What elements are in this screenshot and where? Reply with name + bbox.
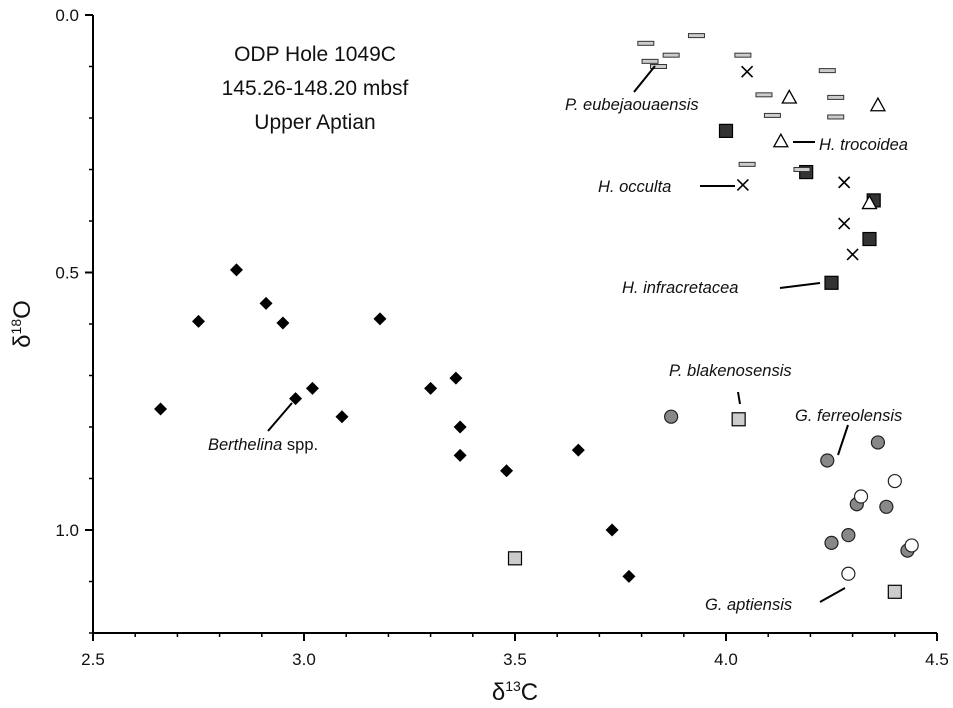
data-point-dash xyxy=(734,52,752,58)
chart-title-line-3: Upper Aptian xyxy=(254,111,375,134)
data-point-circle xyxy=(841,566,856,581)
data-point-circle xyxy=(879,499,894,514)
data-point-x xyxy=(838,217,851,230)
data-point-dash xyxy=(649,64,667,69)
data-point-triangle xyxy=(869,96,887,112)
data-point-dash xyxy=(738,161,756,167)
leader-p-blakenosensis xyxy=(737,391,741,405)
data-point-circle xyxy=(870,435,886,450)
data-point-dash xyxy=(827,114,845,120)
data-point-triangle xyxy=(781,89,798,104)
data-point-diamond xyxy=(373,312,387,326)
data-point-dash xyxy=(755,92,773,98)
annotation-g-aptiensis: G. aptiensis xyxy=(705,596,792,614)
data-point-triangle xyxy=(861,194,878,210)
leader-h-infracretacea xyxy=(779,282,821,289)
data-point-triangle xyxy=(772,132,789,148)
data-point-dash xyxy=(641,58,659,64)
annotation-berthelina-genus: Berthelina xyxy=(208,436,282,454)
data-point-dash xyxy=(662,52,680,58)
data-point-diamond xyxy=(605,523,619,537)
leader-lines xyxy=(267,65,849,603)
y-tick-label: 1.0 xyxy=(55,521,79,540)
x-axis-title: δ13C xyxy=(492,678,538,706)
data-point-square xyxy=(887,584,902,599)
data-point-circle xyxy=(853,489,869,504)
data-point-circle xyxy=(820,453,835,468)
data-point-square xyxy=(718,123,734,138)
leader-berthelina xyxy=(267,402,293,432)
axes: 2.5 3.0 3.5 4.0 4.5 0.0 0.5 1.0 δ13C δ18O xyxy=(8,6,949,706)
y-axis-title: δ18O xyxy=(8,300,36,348)
annotation-h-occulta: H. occulta xyxy=(598,178,671,196)
data-point-diamond xyxy=(229,263,243,277)
annotation-p-blakenosensis: P. blakenosensis xyxy=(669,362,792,380)
data-point-dash xyxy=(818,68,836,74)
y-tick-label: 0.5 xyxy=(55,264,79,283)
data-point-diamond xyxy=(622,569,636,583)
data-point-diamond xyxy=(259,296,273,310)
data-point-square xyxy=(824,275,839,290)
annotations: ODP Hole 1049C 145.26-148.20 mbsf Upper … xyxy=(208,43,908,614)
x-tick-label: 2.5 xyxy=(81,650,105,669)
x-tick-label: 3.5 xyxy=(503,650,527,669)
data-point-dash xyxy=(763,112,781,118)
x-tick-label: 4.0 xyxy=(714,650,738,669)
data-point-diamond xyxy=(500,464,514,478)
data-point-x xyxy=(846,248,859,261)
data-point-circle xyxy=(841,528,856,543)
data-point-diamond xyxy=(571,443,585,457)
data-point-circle xyxy=(904,538,919,553)
annotation-p-eubejaouaensis: P. eubejaouaensis xyxy=(565,96,699,114)
annotation-g-ferreolensis: G. ferreolensis xyxy=(795,407,902,425)
data-point-diamond xyxy=(154,402,168,416)
leader-g-aptiensis xyxy=(819,587,846,603)
data-point-dash xyxy=(793,167,811,172)
data-points xyxy=(154,33,919,599)
leader-p-eubejaouaensis xyxy=(633,65,656,93)
data-point-diamond xyxy=(335,410,349,424)
data-point-diamond xyxy=(289,392,303,406)
data-point-square xyxy=(507,551,523,566)
data-point-diamond xyxy=(453,420,467,434)
data-point-circle xyxy=(664,409,679,424)
x-tick-label: 3.0 xyxy=(292,650,316,669)
data-point-diamond xyxy=(424,381,438,395)
annotation-berthelina-suffix: spp. xyxy=(282,436,318,454)
data-point-x xyxy=(741,65,754,78)
data-point-diamond xyxy=(453,448,467,462)
data-point-diamond xyxy=(192,314,205,328)
x-tick-label: 4.5 xyxy=(925,650,949,669)
data-point-diamond xyxy=(305,381,319,395)
chart-title-line-2: 145.26-148.20 mbsf xyxy=(222,77,409,100)
data-point-dash xyxy=(637,40,655,46)
data-point-diamond xyxy=(449,371,463,385)
data-point-circle xyxy=(824,535,839,550)
data-point-dash xyxy=(827,94,845,100)
leader-g-ferreolensis xyxy=(837,424,849,456)
data-point-dash xyxy=(687,33,705,39)
annotation-berthelina: Berthelina spp. xyxy=(208,436,318,454)
annotation-h-trocoidea: H. trocoidea xyxy=(819,136,908,154)
data-point-square xyxy=(862,231,877,247)
data-point-x xyxy=(838,176,851,189)
data-point-circle xyxy=(887,473,902,489)
y-tick-label: 0.0 xyxy=(55,6,79,25)
data-point-square xyxy=(731,412,746,427)
data-point-diamond xyxy=(276,316,290,330)
data-point-x xyxy=(736,178,749,192)
chart-title-line-1: ODP Hole 1049C xyxy=(234,43,396,66)
annotation-h-infracretacea: H. infracretacea xyxy=(622,279,738,297)
